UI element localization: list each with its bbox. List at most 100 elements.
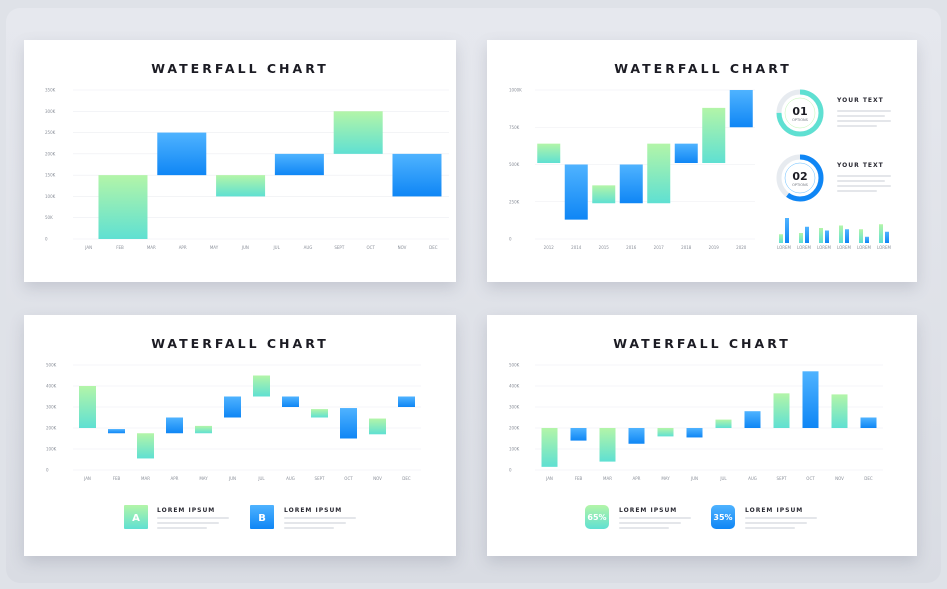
waterfall-bar [619,164,643,204]
x-tick-label: JAN [83,476,91,481]
chart-1-canvas: 0 50K 100K 150K 200K 250K 300K 350K JAN FEB MAR APR… [45,88,449,250]
option-heading: YOUR TEXT [836,162,884,169]
waterfall-bar [137,433,154,459]
x-tick-label: AUG [748,476,757,481]
chart-title: WATERFALL CHART [614,61,792,76]
placeholder-text-line [837,175,891,177]
waterfall-bar [282,396,299,407]
waterfall-bar [224,396,241,418]
x-tick-label: MAY [661,476,670,481]
x-tick-label: OCT [806,476,815,481]
placeholder-text-line [157,522,219,524]
waterfall-bar [195,425,212,434]
option-number: 01 [792,105,807,118]
legend-badge [124,505,148,529]
placeholder-text-line [745,522,807,524]
x-tick-label: 2012 [544,245,555,250]
mini-bar-green [859,229,863,243]
y-tick-label: 0 [509,468,512,473]
mini-bar-blue [785,218,789,243]
placeholder-text-line [157,527,207,529]
x-tick-label: JUL [272,245,280,250]
waterfall-bar [802,371,819,428]
y-tick-label: 300K [46,405,57,410]
y-tick-label: 0 [509,237,512,242]
y-tick-label: 500K [509,363,520,368]
x-tick-label: JUL [257,476,265,481]
waterfall-bar [340,408,357,439]
placeholder-text-line [837,190,877,192]
x-tick-label: JUN [241,245,249,250]
placeholder-text-line [837,185,891,187]
legend-badge-text: B [258,513,266,524]
mini-bar-green [799,233,803,243]
x-tick-label: APR [179,245,187,250]
mini-bar-blue [885,231,889,243]
option-ring-progress [776,89,824,137]
x-tick-label: MAR [603,476,612,481]
x-tick-label: MAR [147,245,156,250]
waterfall-bar [333,111,383,154]
placeholder-text-line [745,517,817,519]
option-heading: YOUR TEXT [836,97,884,104]
waterfall-bar [715,419,732,428]
waterfall-bar [729,90,753,128]
y-tick-label: 500K [509,162,520,167]
legend-label: LOREM IPSUM [745,507,803,514]
mini-bar-label: LOREM [817,245,832,250]
waterfall-bar [392,153,442,197]
y-tick-label: 200K [46,426,57,431]
x-tick-label: NOV [398,245,407,250]
waterfall-bar [686,428,703,438]
waterfall-bar [108,429,125,434]
legend-label: LOREM IPSUM [284,507,342,514]
x-tick-label: OCT [344,476,353,481]
legend-badge [250,505,274,529]
option-number: 02 [792,170,807,183]
option-ring-progress [776,154,824,202]
x-tick-label: DEC [402,476,411,481]
slide-waterfall-chart-2: WATERFALL CHART 0 250K 500K 750K 1000K 2012 20… [487,40,917,282]
placeholder-text-line [284,517,356,519]
x-tick-label: APR [633,476,641,481]
y-tick-label: 400K [509,384,520,389]
y-tick-label: 100K [46,447,57,452]
x-tick-label: SEPT [315,476,325,481]
x-tick-label: MAR [141,476,150,481]
waterfall-bar [570,428,587,441]
x-tick-label: JAN [545,476,553,481]
placeholder-text-line [619,527,669,529]
mini-bar-blue [805,226,809,243]
mini-bar-label: LOREM [837,245,852,250]
legend-badge [711,505,735,529]
y-tick-label: 400K [46,384,57,389]
x-tick-label: JAN [84,245,92,250]
x-tick-label: 2016 [626,245,637,250]
mini-bar-green [819,228,823,243]
placeholder-text-line [837,125,877,127]
x-tick-label: 2020 [736,245,747,250]
x-tick-label: DEC [429,245,438,250]
mini-bar-label: LOREM [777,245,792,250]
waterfall-bar [79,386,96,428]
waterfall-bar [860,417,877,428]
y-tick-label: 750K [509,125,520,130]
waterfall-bar [647,143,671,204]
x-tick-label: MAY [199,476,208,481]
x-tick-label: FEB [113,476,121,481]
y-tick-label: 100K [509,447,520,452]
waterfall-bar [157,132,207,176]
placeholder-text-line [837,120,891,122]
y-tick-label: 150K [45,173,56,178]
x-tick-label: OCT [366,245,375,250]
waterfall-bar [166,417,183,434]
option-sub-label: OPTIONS [792,118,808,122]
waterfall-bar [599,428,616,462]
placeholder-text-line [284,527,334,529]
mini-bar-blue [865,236,869,243]
waterfall-bar [274,153,324,176]
mini-bar-green [779,234,783,243]
placeholder-text-line [745,527,795,529]
mini-bar-green [839,225,843,243]
y-tick-label: 250K [509,199,520,204]
